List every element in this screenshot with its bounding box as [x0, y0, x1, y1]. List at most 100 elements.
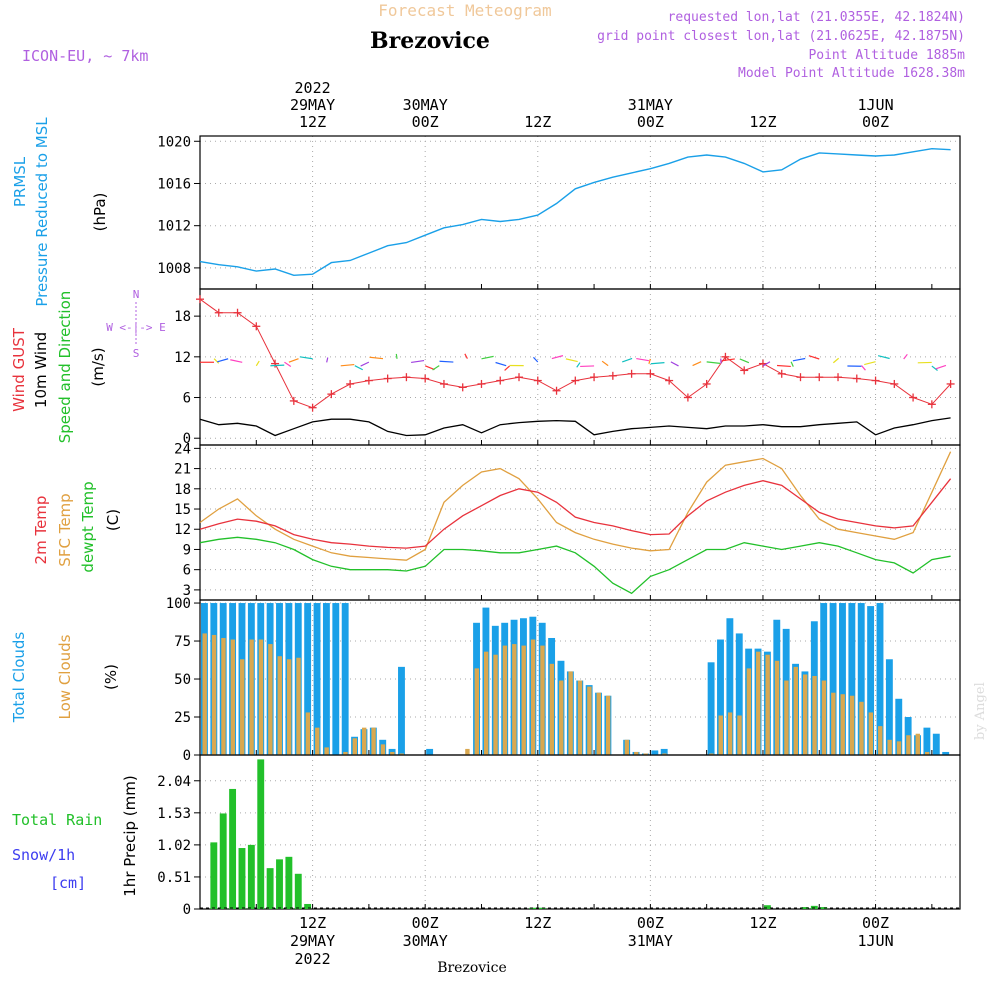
wind-direction-arrow — [354, 365, 364, 371]
low-cloud-bar — [221, 637, 226, 755]
wind-direction-arrow — [340, 363, 355, 367]
wind-direction-arrow — [790, 361, 794, 367]
low-cloud-bar — [624, 739, 630, 755]
total-cloud-bar — [304, 603, 312, 755]
wind-direction-arrow — [230, 359, 243, 363]
top-time-label: 00Z — [637, 113, 664, 131]
low-cloud-bar — [605, 695, 611, 755]
wind-direction-arrow — [622, 357, 633, 363]
y-tick-label: 12 — [174, 350, 191, 366]
y-tick-label: 6 — [183, 563, 191, 579]
gridpoint-coords: grid point closest lon,lat (21.0625E, 42… — [597, 29, 965, 44]
total-cloud-bar — [717, 639, 724, 755]
pressure-label-long: Pressure Reduced to MSL — [33, 117, 51, 307]
rain-bar — [229, 788, 237, 909]
y-tick-label: 12 — [174, 522, 191, 538]
total-cloud-bar — [651, 750, 659, 755]
low-cloud-bar — [887, 739, 892, 755]
y-tick-label: 1012 — [157, 219, 191, 235]
wind-direction-arrow — [411, 359, 425, 364]
low-cloud-bar — [774, 660, 780, 755]
wind-direction-arrow — [533, 356, 539, 363]
bottom-time-label: 30MAY — [403, 932, 448, 950]
low-cloud-bar — [896, 741, 902, 755]
low-cloud-bar — [277, 656, 282, 755]
precip-axis-label: 1hr Precip (mm) — [121, 775, 139, 896]
low-cloud-bar — [258, 639, 264, 755]
y-tick-label: 6 — [183, 391, 191, 407]
total-cloud-bar — [820, 603, 828, 755]
y-tick-label: 75 — [174, 634, 191, 650]
low-cloud-bar — [202, 633, 207, 755]
sfc-temp-label: SFC Temp — [56, 493, 74, 566]
total-cloud-bar — [867, 606, 875, 755]
total-cloud-bar — [313, 603, 321, 755]
wind-speed-line — [199, 417, 951, 437]
rain-bar — [219, 813, 227, 909]
rain-bar — [304, 903, 312, 909]
top-time-label: 12Z — [299, 113, 326, 131]
low-cloud-bar — [315, 727, 320, 755]
low-cloud-bar — [268, 644, 273, 755]
temperature-panel: 3 6 9 12 15 18 21 24 — [174, 441, 961, 601]
low-cloud-bar — [474, 668, 479, 755]
wind-direction-arrow — [935, 364, 947, 370]
low-cloud-bar — [343, 751, 348, 755]
wind-direction-arrow — [861, 365, 866, 371]
bottom-time-label: 31MAY — [628, 932, 673, 950]
low-cloud-bar — [756, 651, 761, 755]
wind-unit: (m/s) — [89, 347, 107, 386]
wind-direction-arrow — [551, 355, 564, 360]
low-cloud-bar — [371, 727, 376, 755]
model-label: ICON-EU, ~ 7km — [22, 47, 148, 65]
wind-direction-arrow — [808, 355, 820, 360]
total-cloud-bar — [426, 748, 434, 755]
low-cloud-bar — [793, 666, 798, 755]
low-cloud-bar — [727, 712, 733, 755]
chart-title: Forecast Meteogram — [378, 1, 551, 20]
panel-labels: PRMSL Pressure Reduced to MSL (hPa) Wind GU… — [10, 117, 166, 897]
total-cloud-bar — [726, 618, 734, 755]
total-cloud-bar — [707, 662, 715, 755]
dewpt-line — [199, 536, 951, 595]
rain-label: Total Rain — [12, 811, 102, 829]
low-clouds-label: Low Clouds — [56, 634, 74, 719]
pressure-unit: (hPa) — [91, 193, 109, 232]
wind-direction-arrow — [692, 361, 702, 367]
watermark: by Angel — [973, 682, 988, 740]
low-cloud-bar — [840, 694, 845, 755]
wind-direction-arrow — [299, 356, 313, 360]
low-cloud-bar — [286, 659, 292, 755]
rain-bar — [257, 759, 265, 909]
y-tick-label: 100 — [166, 596, 191, 612]
low-cloud-bar — [859, 701, 864, 755]
station-name: Brezovice — [370, 28, 490, 54]
low-cloud-bar — [483, 651, 489, 755]
top-time-label: 00Z — [862, 113, 889, 131]
wind-direction-arrow — [776, 364, 791, 368]
panel-frame — [199, 754, 961, 910]
total-cloud-bar — [322, 603, 330, 755]
snow-unit: [cm] — [50, 874, 86, 892]
wind-direction-arrow — [762, 361, 771, 367]
low-cloud-bar — [305, 712, 311, 755]
low-cloud-bar — [465, 748, 470, 755]
rain-bar — [238, 848, 246, 909]
bottom-time-label: 12Z — [299, 914, 326, 932]
wind-direction-arrow — [877, 355, 890, 360]
gust-line — [199, 298, 951, 409]
wind-direction-arrow — [255, 360, 260, 367]
low-cloud-bar — [765, 654, 770, 755]
bottom-time-label: 12Z — [524, 914, 551, 932]
low-cloud-bar — [915, 733, 920, 755]
model-altitude: Model Point Altitude 1628.38m — [738, 66, 965, 81]
y-tick-label: 9 — [183, 542, 191, 558]
top-time-label: 31MAY — [628, 96, 673, 114]
gust-label: Wind GUST — [10, 327, 28, 412]
top-time-label: 29MAY — [290, 96, 335, 114]
rain-bar — [266, 868, 274, 909]
low-cloud-bar — [746, 668, 752, 755]
y-tick-label: 0 — [183, 431, 191, 447]
